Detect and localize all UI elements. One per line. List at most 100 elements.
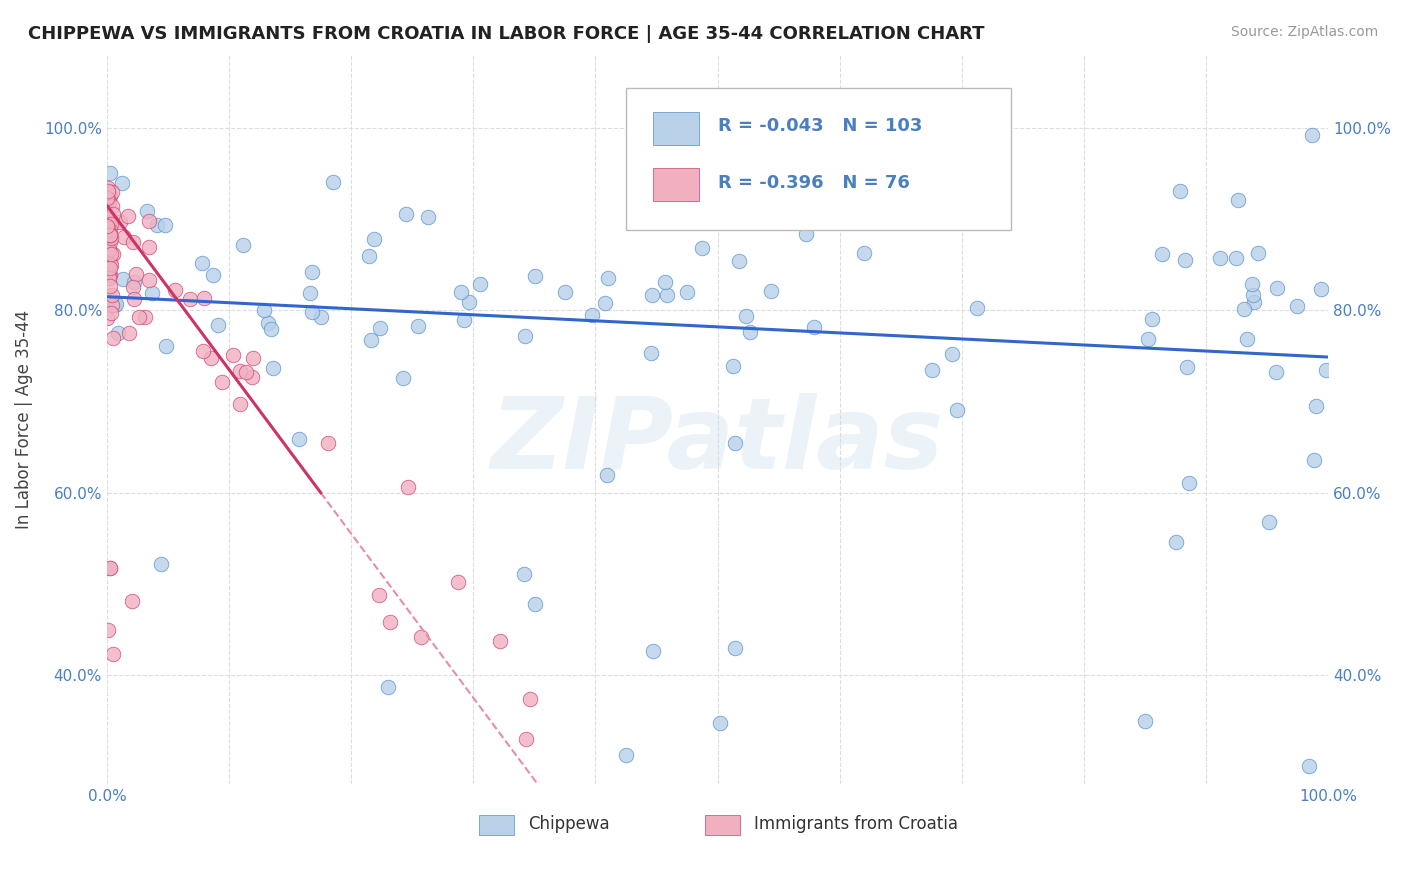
Point [724, 435, 747, 450]
Bar [652, 169, 699, 201]
Point [945, 402, 967, 417]
Point [1209, 251, 1232, 265]
Point [363, 232, 385, 246]
Point [97, 256, 120, 270]
Point [515, 731, 537, 746]
Point [1177, 475, 1199, 490]
Point [1226, 193, 1249, 207]
Point [322, 175, 344, 189]
Point [453, 313, 475, 327]
Point [111, 271, 134, 285]
Point [676, 285, 699, 299]
Point [723, 640, 745, 655]
Point [803, 319, 825, 334]
Point [1174, 253, 1197, 268]
Point [1265, 280, 1288, 294]
Point [207, 318, 229, 332]
Point [98, 255, 121, 269]
Point [554, 285, 576, 300]
Point [98, 235, 121, 249]
Point [104, 298, 127, 312]
Point [595, 468, 617, 483]
Point [121, 594, 143, 608]
Point [309, 310, 332, 325]
Point [98, 261, 121, 276]
Point [409, 630, 432, 644]
Point [262, 361, 284, 376]
Point [253, 302, 276, 317]
Point [654, 276, 676, 290]
Text: Chippewa: Chippewa [529, 815, 610, 833]
Point [138, 239, 160, 253]
Point [97, 623, 120, 637]
Point [134, 310, 156, 324]
Text: R = -0.043   N = 103: R = -0.043 N = 103 [717, 117, 922, 135]
Point [316, 436, 339, 450]
Point [447, 575, 470, 590]
Point [519, 692, 541, 706]
Text: Immigrants from Croatia: Immigrants from Croatia [754, 815, 959, 833]
Point [360, 333, 382, 347]
Point [1166, 535, 1188, 549]
Point [97, 194, 120, 209]
Point [101, 199, 124, 213]
Point [1135, 714, 1157, 728]
Text: Source: ZipAtlas.com: Source: ZipAtlas.com [1230, 25, 1378, 39]
Point [489, 633, 512, 648]
Point [301, 264, 323, 278]
Point [1142, 312, 1164, 326]
Point [222, 348, 245, 362]
Point [155, 339, 177, 353]
Point [1298, 759, 1320, 773]
Point [523, 597, 546, 611]
Point [396, 480, 419, 494]
Point [229, 396, 252, 410]
Point [1301, 128, 1323, 142]
Point [242, 351, 264, 366]
Point [1136, 332, 1159, 346]
Point [97, 192, 120, 206]
Point [191, 256, 214, 270]
Point [368, 321, 391, 335]
Point [104, 297, 127, 311]
Point [614, 748, 637, 763]
Point [97, 221, 120, 235]
Point [392, 371, 415, 385]
Point [380, 615, 402, 630]
Point [100, 231, 122, 245]
Point [416, 211, 439, 225]
Point [1241, 277, 1264, 291]
Point [377, 681, 399, 695]
FancyBboxPatch shape [626, 88, 1011, 230]
Point [100, 189, 122, 203]
Point [596, 271, 619, 285]
Point [96, 191, 118, 205]
Point [98, 227, 121, 242]
Point [97, 180, 120, 194]
Point [146, 219, 169, 233]
Point [709, 715, 731, 730]
Point [513, 566, 536, 581]
Y-axis label: In Labor Force | Age 35-44: In Labor Force | Age 35-44 [15, 310, 32, 529]
Point [260, 322, 283, 336]
Bar [652, 112, 699, 145]
Point [257, 316, 280, 330]
Point [122, 279, 145, 293]
Point [229, 364, 252, 378]
Text: R = -0.396   N = 76: R = -0.396 N = 76 [717, 174, 910, 192]
Point [941, 347, 963, 361]
Point [108, 215, 131, 229]
Point [759, 284, 782, 298]
Point [721, 359, 744, 373]
Point [118, 326, 141, 340]
Point [640, 287, 662, 301]
Point [681, 194, 703, 208]
Point [1258, 515, 1281, 529]
Point [101, 206, 124, 220]
Point [1247, 246, 1270, 260]
Point [98, 166, 121, 180]
Point [853, 246, 876, 260]
Point [1168, 185, 1191, 199]
Point [235, 365, 257, 379]
Point [100, 268, 122, 282]
